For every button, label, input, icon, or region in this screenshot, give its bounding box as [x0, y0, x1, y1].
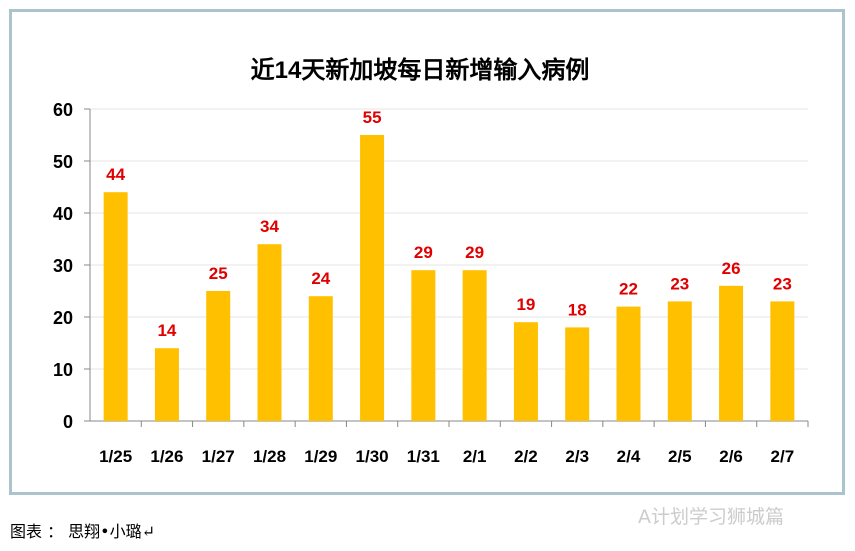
x-tick-label: 1/25: [99, 447, 132, 466]
x-tick-label: 2/3: [565, 447, 589, 466]
data-label: 29: [414, 243, 433, 262]
bar: [770, 301, 795, 421]
bar: [565, 327, 590, 421]
x-tick-label: 2/5: [668, 447, 692, 466]
data-label: 14: [157, 321, 176, 340]
bar: [103, 192, 128, 421]
x-tick-label: 2/4: [617, 447, 641, 466]
x-tick-label: 2/1: [463, 447, 487, 466]
bar: [411, 270, 436, 421]
data-label: 55: [363, 108, 382, 127]
y-tick-label: 30: [53, 256, 73, 276]
x-tick-label: 2/2: [514, 447, 538, 466]
x-tick-label: 1/26: [150, 447, 183, 466]
data-label: 23: [670, 274, 689, 293]
data-label: 23: [773, 274, 792, 293]
y-tick-label: 50: [53, 152, 73, 172]
data-label: 22: [619, 280, 638, 299]
y-tick-label: 20: [53, 308, 73, 328]
bar: [154, 348, 179, 421]
bar: [206, 291, 231, 421]
data-label: 29: [465, 243, 484, 262]
x-tick-label: 1/29: [304, 447, 337, 466]
data-label: 34: [260, 217, 279, 236]
x-tick-label: 1/30: [356, 447, 389, 466]
x-tick-label: 2/7: [771, 447, 795, 466]
bar: [308, 296, 333, 421]
watermark: A计划学习狮城篇: [638, 506, 784, 528]
bar: [257, 244, 282, 421]
bar: [513, 322, 538, 421]
data-label: 25: [209, 264, 228, 283]
data-label: 44: [106, 165, 125, 184]
caption: 图表 ： 思翔•小璐↵: [10, 522, 156, 541]
bar: [462, 270, 487, 421]
x-tick-label: 1/28: [253, 447, 286, 466]
y-tick-label: 0: [63, 412, 73, 432]
bar: [719, 285, 744, 421]
data-label: 24: [311, 269, 330, 288]
data-label: 26: [722, 259, 741, 278]
x-tick-label: 1/27: [202, 447, 235, 466]
y-tick-label: 40: [53, 204, 73, 224]
y-tick-label: 60: [53, 100, 73, 120]
bar: [616, 306, 641, 421]
data-label: 18: [568, 300, 587, 319]
x-tick-label: 2/6: [719, 447, 743, 466]
bar: [360, 135, 385, 421]
chart-title: 近14天新加坡每日新增输入病例: [251, 56, 590, 84]
x-tick-label: 1/31: [407, 447, 440, 466]
data-label: 19: [516, 295, 535, 314]
bar: [667, 301, 692, 421]
y-tick-label: 10: [53, 360, 73, 380]
